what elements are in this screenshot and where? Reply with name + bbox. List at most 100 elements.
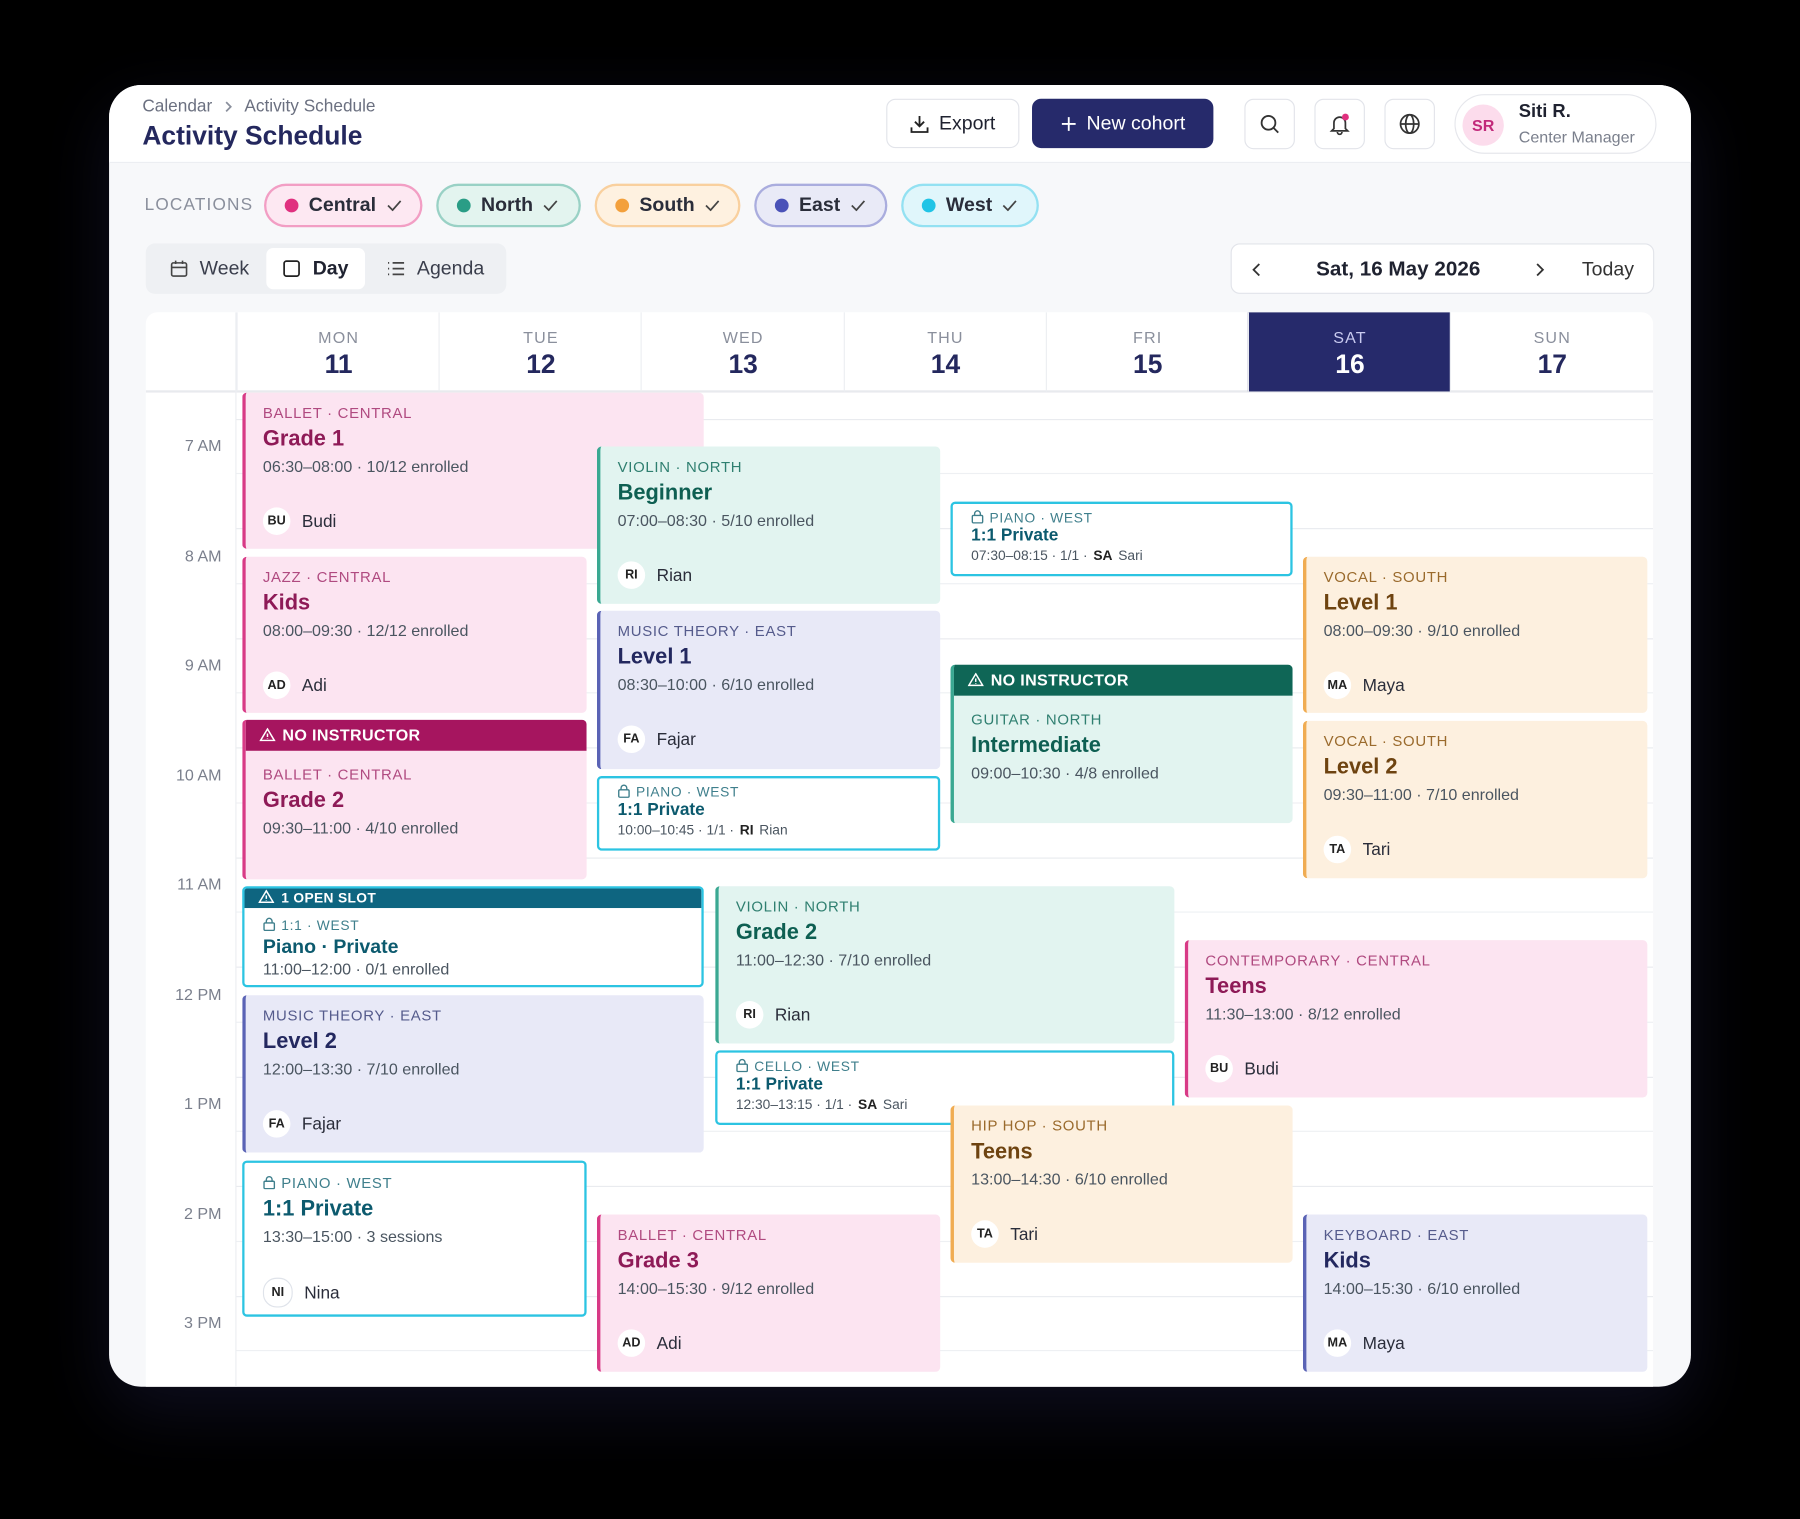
day-header[interactable]: FRI 15 — [1045, 312, 1248, 392]
event-card[interactable]: PIANO · WEST 1:1 Private 10:00–10:45 · 1/1… — [596, 776, 941, 851]
event-banner: 1 OPEN SLOT — [244, 888, 702, 909]
event-card[interactable]: NO INSTRUCTOR BALLET · CENTRAL Grade 2 09:3… — [242, 719, 587, 880]
location-chip[interactable]: East — [754, 183, 888, 228]
instructor-name: Fajar — [301, 1114, 342, 1134]
event-time: 09:00–10:30 · 4/8 enrolled — [971, 763, 1159, 782]
event-card[interactable]: 1 OPEN SLOT 1:1 · WEST Piano · Private 11:0… — [242, 886, 704, 988]
event-card[interactable]: CELLO · WEST 1:1 Private 12:30–13:15 · 1/1… — [715, 1050, 1175, 1126]
event-card[interactable]: VOCAL · SOUTH Level 1 08:00–09:30 · 9/10 e… — [1302, 556, 1648, 713]
instructor-avatar: AD — [617, 1329, 646, 1357]
grid-line — [236, 418, 1654, 420]
breadcrumb-link[interactable]: Calendar — [142, 96, 213, 116]
day-number: 13 — [728, 348, 758, 379]
day-of-week: WED — [722, 328, 764, 347]
day-of-week: TUE — [523, 328, 559, 347]
tag-text: 1:1 · WEST — [281, 917, 360, 934]
next-button[interactable] — [1534, 262, 1545, 278]
tag-text: BALLET · CENTRAL — [262, 765, 413, 783]
instructor-row: NI Nina — [262, 1277, 340, 1308]
instructor-row: MA Maya — [1323, 1329, 1405, 1357]
event-card[interactable]: MUSIC THEORY · EAST Level 2 12:00–13:30 · … — [242, 995, 704, 1153]
day-number: 17 — [1537, 348, 1567, 379]
event-card[interactable]: VIOLIN · NORTH Grade 2 11:00–12:30 · 7/10 … — [715, 886, 1175, 1044]
new-cohort-button[interactable]: New cohort — [1032, 98, 1214, 149]
day-header[interactable]: MON 11 — [236, 312, 438, 392]
day-header[interactable]: WED 13 — [641, 312, 843, 392]
event-time: 12:00–13:30 · 7/10 enrolled — [262, 1059, 460, 1078]
instructor-row: TA Tari — [1323, 835, 1391, 864]
time-label: 7 AM — [184, 436, 222, 455]
instructor-name: Sari — [1118, 547, 1143, 564]
event-time: 11:30–13:00 · 8/12 enrolled — [1205, 1004, 1401, 1023]
grid-line — [236, 582, 1654, 585]
event-card[interactable]: CONTEMPORARY · CENTRAL Teens 11:30–13:00 ·… — [1184, 940, 1648, 1098]
instructor-avatar: TA — [1323, 835, 1352, 864]
event-title: Grade 2 — [262, 788, 345, 813]
instructor-name: Nina — [304, 1282, 340, 1303]
day-of-week: THU — [927, 328, 964, 347]
instructor-name: Rian — [774, 1005, 811, 1025]
event-card[interactable]: HIP HOP · SOUTH Teens 13:00–14:30 · 6/10 e… — [950, 1105, 1293, 1263]
instructor-name: Adi — [301, 675, 327, 696]
today-button[interactable]: Today — [1581, 258, 1634, 281]
tag-text: PIANO · WEST — [635, 784, 740, 801]
day-header[interactable]: THU 14 — [843, 312, 1045, 392]
tag-text: GUITAR · NORTH — [971, 710, 1103, 728]
lock-icon — [263, 1176, 276, 1190]
breadcrumb-current: Activity Schedule — [244, 96, 376, 116]
location-chip[interactable]: North — [436, 183, 581, 228]
event-card[interactable]: BALLET · CENTRAL Grade 3 14:00–15:30 · 9/1… — [596, 1214, 941, 1372]
tag-text: MUSIC THEORY · EAST — [617, 622, 797, 640]
instructor-name: Rian — [656, 565, 693, 585]
search-button[interactable] — [1244, 98, 1295, 150]
lock-icon — [971, 510, 984, 524]
day-header[interactable]: TUE 12 — [438, 312, 641, 392]
event-card[interactable]: PIANO · WEST 1:1 Private 07:30–08:15 · 1/1… — [950, 501, 1293, 577]
day-header[interactable]: SAT 16 — [1247, 312, 1450, 392]
location-chip[interactable]: South — [594, 183, 741, 228]
location-name: East — [798, 194, 841, 216]
prev-button[interactable] — [1251, 262, 1262, 278]
event-time: 08:00–09:30 · 12/12 enrolled — [262, 621, 469, 640]
banner-text: 1 OPEN SLOT — [281, 889, 377, 906]
instructor-name: Tari — [1362, 839, 1391, 860]
language-button[interactable] — [1384, 98, 1435, 150]
tag-text: PIANO · WEST — [281, 1174, 393, 1192]
location-chip[interactable]: Central — [264, 183, 423, 228]
grid-line — [236, 802, 1654, 804]
event-card[interactable]: VIOLIN · NORTH Beginner 07:00–08:30 · 5/10… — [596, 446, 941, 604]
event-card[interactable]: VOCAL · SOUTH Level 2 09:30–11:00 · 7/10 e… — [1302, 720, 1648, 879]
event-card[interactable]: PIANO · WEST 1:1 Private 13:30–15:00 · 3 s… — [242, 1160, 587, 1317]
event-title: Level 2 — [262, 1029, 337, 1054]
warning-icon — [967, 672, 984, 687]
notifications-button[interactable] — [1314, 98, 1365, 150]
tag-text: VIOLIN · NORTH — [735, 897, 861, 915]
view-tab[interactable]: Agenda — [375, 248, 496, 289]
view-tab[interactable]: Day — [266, 247, 366, 290]
event-title: Intermediate — [971, 733, 1101, 758]
event-card[interactable]: NO INSTRUCTOR GUITAR · NORTH Intermediate 0… — [950, 664, 1293, 824]
day-header[interactable]: SUN 17 — [1450, 312, 1652, 392]
event-tag: VOCAL · SOUTH — [1324, 568, 1448, 585]
event-card[interactable]: KEYBOARD · EAST Kids 14:00–15:30 · 6/10 en… — [1302, 1214, 1648, 1372]
event-tag: BALLET · CENTRAL — [618, 1226, 767, 1243]
location-dot — [456, 198, 471, 213]
new-cohort-label: New cohort — [1086, 111, 1186, 134]
calendar-grid: MON 11 TUE 12 WED 13 THU 14 FRI 15 SAT 16 SUN 17 7 AM 8… — [145, 312, 1654, 1387]
time-label: 1 PM — [184, 1094, 222, 1113]
event-tag: HIP HOP · SOUTH — [971, 1117, 1108, 1134]
time-label: 11 AM — [177, 874, 222, 894]
user-menu[interactable]: SR Siti R. Center Manager — [1454, 94, 1657, 154]
event-time: 13:30–15:00 · 3 sessions — [262, 1227, 443, 1246]
time-text: 12:30–13:15 · 1/1 · — [735, 1096, 853, 1113]
event-card[interactable]: JAZZ · CENTRAL Kids 08:00–09:30 · 12/12 en… — [242, 556, 587, 713]
day-number: 12 — [526, 348, 556, 379]
grid-line — [236, 747, 1654, 749]
chevron — [225, 100, 232, 112]
export-button[interactable]: Export — [886, 98, 1020, 149]
event-card[interactable]: MUSIC THEORY · EAST Level 1 08:30–10:00 · … — [596, 610, 941, 770]
event-tag: MUSIC THEORY · EAST — [263, 1007, 442, 1024]
current-date: Sat, 16 May 2026 — [1316, 257, 1481, 281]
location-chip[interactable]: West — [901, 183, 1039, 228]
view-tab[interactable]: Week — [155, 248, 264, 289]
